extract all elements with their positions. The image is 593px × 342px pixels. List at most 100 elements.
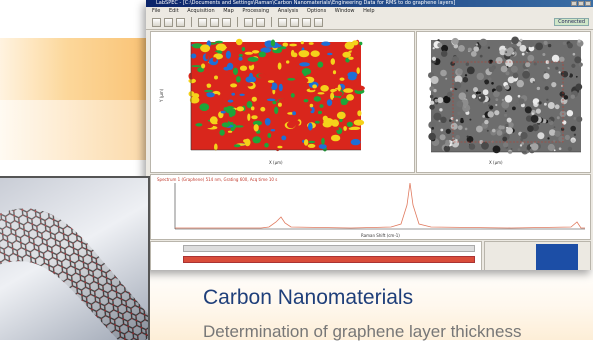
map-feature <box>299 62 310 67</box>
map-feature <box>348 56 354 60</box>
map-feature <box>274 106 279 115</box>
spectrum-icon[interactable] <box>222 17 231 27</box>
image-feature <box>464 74 468 77</box>
map-feature <box>244 51 253 55</box>
image-feature <box>457 111 461 115</box>
image-feature <box>547 137 550 140</box>
map-feature <box>290 93 295 98</box>
map-feature <box>270 82 278 91</box>
image-feature <box>450 87 453 91</box>
image-feature <box>434 98 439 103</box>
image-feature <box>487 111 494 118</box>
map-feature <box>317 61 324 68</box>
image-feature <box>517 148 521 152</box>
toolbar-divider <box>237 17 238 27</box>
menu-item-edit[interactable]: Edit <box>168 8 179 14</box>
optical-image[interactable]: X (µm) <box>417 32 590 172</box>
scroll-track[interactable] <box>183 245 475 252</box>
map-feature <box>260 106 266 112</box>
map-feature <box>204 89 214 93</box>
map-feature <box>212 57 217 62</box>
image-feature <box>520 132 528 140</box>
image-feature <box>479 140 484 144</box>
menu-item-file[interactable]: File <box>152 8 161 14</box>
page-subtitle: Determination of graphene layer thicknes… <box>203 322 522 341</box>
raman-map[interactable]: Y (µm) X (µm) <box>151 32 414 172</box>
image-feature <box>441 44 449 52</box>
map-icon[interactable] <box>210 17 219 27</box>
image-feature <box>536 86 541 91</box>
image-feature <box>467 47 472 52</box>
image-feature <box>558 71 561 74</box>
cursor-icon[interactable] <box>256 17 265 27</box>
image-feature <box>433 88 437 93</box>
map-thumbnail[interactable] <box>536 244 578 270</box>
fit-icon[interactable] <box>302 17 311 27</box>
image-feature <box>479 54 483 58</box>
menu-item-options[interactable]: Options <box>306 8 327 14</box>
map-feature <box>238 53 243 57</box>
image-feature <box>484 119 489 125</box>
map-feature <box>277 62 282 70</box>
export-icon[interactable] <box>314 17 323 27</box>
image-feature <box>527 125 534 132</box>
map-feature <box>312 84 317 89</box>
image-feature <box>566 110 574 117</box>
image-feature <box>508 122 514 128</box>
menu-item-processing[interactable]: Processing <box>242 8 270 14</box>
acquisition-strip <box>150 241 482 270</box>
zoom-icon[interactable] <box>244 17 253 27</box>
image-feature <box>544 71 546 74</box>
menu-item-window[interactable]: Window <box>334 8 355 14</box>
image-feature <box>495 103 498 107</box>
image-feature <box>518 98 525 105</box>
image-feature <box>450 122 458 130</box>
menu-item-analysis[interactable]: Analysis <box>277 8 299 14</box>
image-feature <box>481 141 489 150</box>
nanotube-shading <box>0 208 148 340</box>
image-feature <box>466 66 475 75</box>
open-icon[interactable] <box>152 17 161 27</box>
nanotube-illustration <box>0 208 148 340</box>
image-feature <box>506 117 512 123</box>
image-feature <box>505 123 509 128</box>
map-feature <box>245 82 254 87</box>
map-feature <box>290 49 295 57</box>
image-feature <box>524 106 532 114</box>
menu-item-acquisition[interactable]: Acquisition <box>187 8 215 14</box>
baseline-icon[interactable] <box>290 17 299 27</box>
map-feature <box>272 100 277 105</box>
save-icon[interactable] <box>164 17 173 27</box>
map-feature <box>332 70 337 75</box>
maximize-button[interactable] <box>578 1 584 6</box>
map-feature <box>277 145 283 149</box>
map-feature <box>244 138 251 147</box>
map-feature <box>300 41 304 45</box>
acquire-icon[interactable] <box>198 17 207 27</box>
map-feature <box>225 50 231 59</box>
map-feature <box>330 134 341 142</box>
map-feature <box>301 77 309 84</box>
image-feature <box>489 105 494 110</box>
image-feature <box>440 128 444 132</box>
map-feature <box>346 121 353 127</box>
image-feature <box>454 75 463 84</box>
print-icon[interactable] <box>176 17 185 27</box>
image-feature <box>558 135 565 143</box>
map-feature <box>264 118 271 126</box>
map-y-axis-label: Y (µm) <box>159 88 164 103</box>
image-feature <box>512 106 516 111</box>
map-feature <box>291 120 300 126</box>
map-feature <box>339 77 345 81</box>
image-feature <box>479 38 488 47</box>
menu-item-help[interactable]: Help <box>363 8 375 14</box>
image-feature <box>577 39 581 43</box>
close-button[interactable] <box>585 1 591 6</box>
image-feature <box>511 36 519 45</box>
menu-item-map[interactable]: Map <box>223 8 234 14</box>
peak-icon[interactable] <box>278 17 287 27</box>
map-feature <box>258 51 266 58</box>
minimize-button[interactable] <box>571 1 577 6</box>
image-feature <box>430 76 439 84</box>
raman-spectrum[interactable]: Raman Shift (cm-1) <box>151 175 590 239</box>
